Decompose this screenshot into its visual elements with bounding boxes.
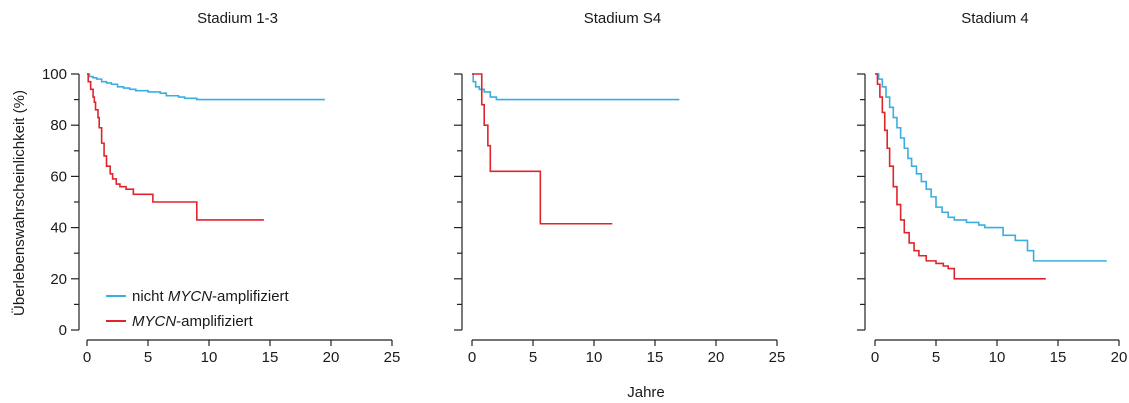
chart-panel-2: Stadium S4 0 5 10 15 20 25	[454, 10, 785, 366]
x-tick-label: 0	[468, 349, 476, 366]
x-tick-label: 5	[144, 349, 152, 366]
x-tick-label: 20	[323, 349, 340, 366]
x-tick-label: 5	[932, 349, 940, 366]
series-line-not-amplified	[875, 73, 1107, 262]
x-tick-label: 15	[1050, 349, 1067, 366]
chart-title: Stadium 4	[961, 10, 1029, 27]
series-line-amplified	[87, 73, 264, 221]
series-line-not-amplified	[472, 73, 680, 101]
x-axis-label: Jahre	[627, 384, 665, 401]
x-tick-label: 10	[201, 349, 218, 366]
x-tick-label: 15	[262, 349, 279, 366]
legend-entry: nicht MYCN-amplifiziert	[132, 288, 290, 305]
y-tick-label: 0	[59, 322, 67, 339]
legend-suffix: -amplifiziert	[176, 313, 254, 330]
legend-gene: MYCN	[132, 313, 176, 330]
y-tick-label: 60	[50, 168, 67, 185]
chart-panel-1: Stadium 1-3 0 20 40 60 80 100 0 5 10 15 20 25 nicht M…	[42, 10, 400, 366]
series-line-amplified	[875, 73, 1046, 280]
x-tick-label: 0	[83, 349, 91, 366]
chart-title: Stadium 1-3	[197, 10, 278, 27]
series-line-not-amplified	[87, 73, 325, 101]
x-tick-label: 25	[769, 349, 786, 366]
x-tick-label: 15	[647, 349, 664, 366]
legend-prefix: nicht	[132, 288, 168, 305]
x-tick-label: 20	[708, 349, 725, 366]
y-tick-label: 40	[50, 220, 67, 237]
legend-suffix: -amplifiziert	[212, 288, 290, 305]
x-tick-label: 25	[384, 349, 401, 366]
y-axis-label: Überlebenswahrscheinlichkeit (%)	[10, 90, 28, 316]
legend-gene: MYCN	[168, 288, 212, 305]
y-tick-label: 100	[42, 66, 67, 83]
x-tick-label: 0	[871, 349, 879, 366]
y-tick-label: 20	[50, 271, 67, 288]
chart-title: Stadium S4	[584, 10, 662, 27]
series-line-amplified	[472, 73, 613, 225]
x-tick-label: 20	[1111, 349, 1128, 366]
x-tick-label: 5	[529, 349, 537, 366]
legend-entry: MYCN-amplifiziert	[132, 313, 254, 330]
x-tick-label: 10	[586, 349, 603, 366]
y-tick-label: 80	[50, 117, 67, 134]
chart-panel-3: Stadium 4 0 5 10 15 20	[857, 10, 1127, 366]
x-tick-label: 10	[989, 349, 1006, 366]
